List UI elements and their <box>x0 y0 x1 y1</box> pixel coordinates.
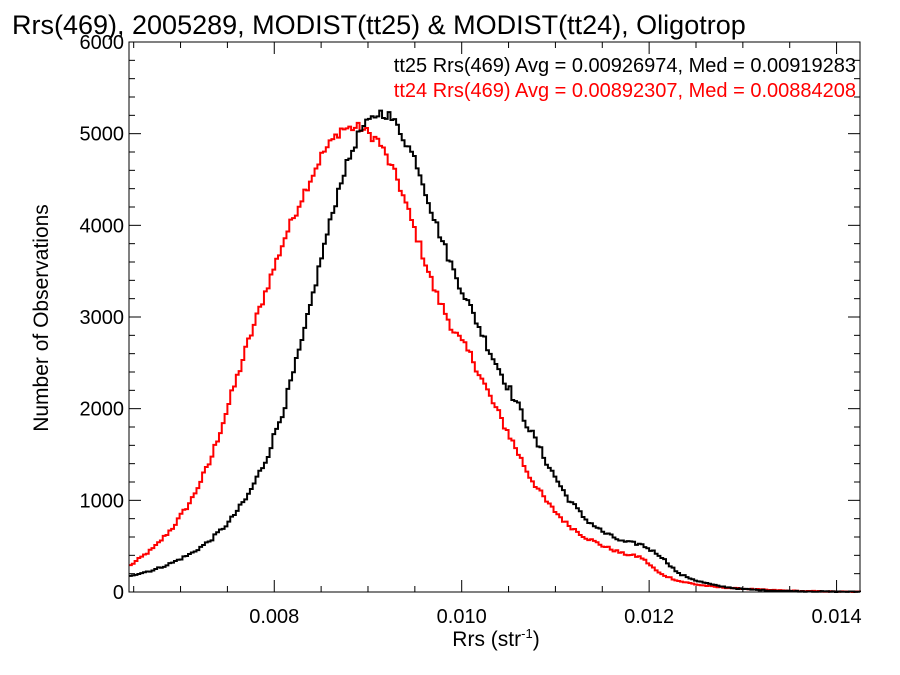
y-tick-label: 5000 <box>80 124 125 146</box>
legend-entry-tt25: tt25 Rrs(469) Avg = 0.00926974, Med = 0.… <box>394 55 856 77</box>
x-tick-label: 0.010 <box>437 606 487 628</box>
y-axis-label: Number of Observations <box>30 204 53 432</box>
plot-area: 0.008 0.010 0.012 0.014 0 1000 2000 3000 4000 500… <box>80 32 862 628</box>
y-tick-label: 2000 <box>80 399 125 421</box>
y-tick-label: 0 <box>113 582 124 604</box>
y-tick-label: 4000 <box>80 215 125 237</box>
legend-entry-tt24: tt24 Rrs(469) Avg = 0.00892307, Med = 0.… <box>394 80 856 102</box>
y-tick-label: 6000 <box>80 32 125 54</box>
chart-title: Rrs(469), 2005289, MODIST(tt25) & MODIST… <box>12 10 746 40</box>
series-line-tt25 <box>129 109 861 593</box>
x-tick-label: 0.012 <box>624 606 674 628</box>
series-line-tt24 <box>129 121 861 593</box>
x-tick-label: 0.014 <box>812 606 862 628</box>
x-axis-label-close: ) <box>533 628 540 651</box>
x-tick-label: 0.008 <box>249 606 299 628</box>
y-tick-label: 3000 <box>80 307 125 329</box>
x-axis-label-main: Rrs (str <box>452 628 521 651</box>
x-axis-label-superscript: -1 <box>521 626 533 641</box>
x-axis-label: Rrs (str-1) <box>452 626 539 651</box>
y-tick-label: 1000 <box>80 490 125 512</box>
